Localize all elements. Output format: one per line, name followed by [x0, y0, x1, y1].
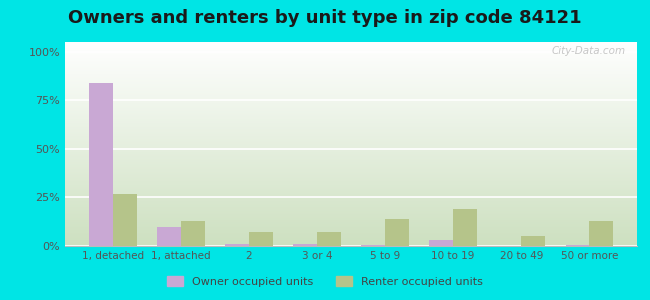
Bar [566, 245, 590, 246]
Bar [361, 245, 385, 246]
Bar [181, 221, 205, 246]
Bar [157, 226, 181, 246]
Bar [225, 244, 249, 246]
Bar [89, 83, 112, 246]
Legend: Owner occupied units, Renter occupied units: Owner occupied units, Renter occupied un… [162, 272, 488, 291]
Bar [521, 236, 545, 246]
Bar [429, 240, 453, 246]
Text: Owners and renters by unit type in zip code 84121: Owners and renters by unit type in zip c… [68, 9, 582, 27]
Bar [293, 244, 317, 246]
Bar [317, 232, 341, 246]
Text: City-Data.com: City-Data.com [551, 46, 625, 56]
Bar [590, 221, 613, 246]
Bar [385, 219, 409, 246]
Bar [453, 209, 477, 246]
Bar [249, 232, 273, 246]
Bar [112, 194, 136, 246]
